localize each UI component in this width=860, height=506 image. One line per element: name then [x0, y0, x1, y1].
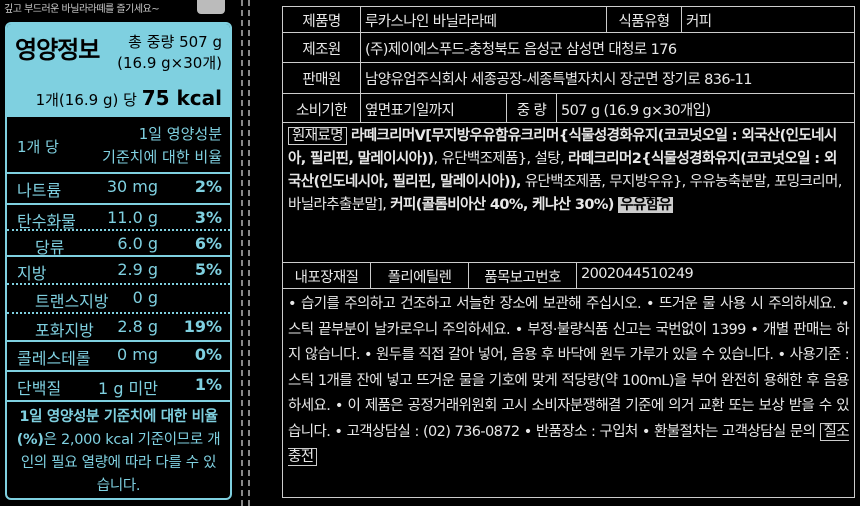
kcal: 75 kcal [141, 86, 222, 110]
maker: (주)제이에스푸드-충청북도 음성군 삼성면 대청로 176 [365, 42, 677, 58]
notes-text: • 습기를 주의하고 건조하고 서늘한 장소에 보관해 주십시오. • 뜨거운 … [288, 296, 850, 440]
nutrient-name: 트랜스지방 [35, 292, 109, 311]
notes: • 습기를 주의하고 건조하고 서늘한 장소에 보관해 주십시오. • 뜨거운 … [283, 289, 854, 474]
tagline: 깊고 부드러운 바닐라라떼를 즐기세요~ [4, 4, 160, 15]
nutrition-panel: 영양정보 총 중량 507 g (16.9 g×30개) 1개(16.9 g) … [5, 22, 232, 500]
row-packaging: 내포장재질 폴리에틸렌 품목보고번호 2002044510249 [283, 263, 854, 289]
ingredients-b: , 유단백조제품}, 설탕, [433, 151, 569, 167]
nutrient-percent: 19% [183, 317, 222, 336]
nutrient-value: 2.8 g [117, 317, 158, 336]
row-maker: 제조원 (주)제이에스푸드-충청북도 음성군 삼성면 대청로 176 [283, 33, 854, 63]
per-serving: 1개(16.9 g) 당 75 kcal [36, 86, 222, 110]
nutrition-column-header: 1개 당 1일 영양성분 기준치에 대한 비율 [7, 119, 230, 174]
nutrient-row: 단백질 1 g 미만 1% [7, 370, 230, 400]
nutrient-percent: 5% [194, 260, 222, 279]
footnote-rest: 은 2,000 kcal 기준이므로 개인의 필요 열량에 따라 다를 수 있습… [20, 432, 221, 494]
divider [241, 0, 243, 506]
seller: 남양유업주식회사 세종공장-세종특별자치시 장군면 장기로 836-11 [365, 72, 753, 88]
header-left: 1개 당 [17, 138, 59, 156]
ingredients: 원재료명 라떼크리머V[무지방우유함유크리머{식물성경화유지(코코넛오일 : 외국… [283, 123, 854, 263]
allergen-badge: 우유함유 [618, 197, 674, 213]
ingredients-c: 라떼크리머2{식물성경화유지(코코넛오일 : 외국산(인도네시아, 필리핀, 말… [288, 151, 837, 190]
nutrient-name: 지방 [17, 264, 47, 283]
nutrition-header: 영양정보 총 중량 507 g (16.9 g×30개) 1개(16.9 g) … [7, 24, 230, 117]
nutrient-row: 나트륨 30 mg 2% [7, 174, 230, 203]
nutrient-value: 11.0 g [107, 208, 158, 227]
nutrient-value: 1 g 미만 [98, 379, 158, 398]
nutrient-row: 지방 2.9 g 5% [7, 255, 230, 283]
product-name: 루카스나인 바닐라라떼 [361, 7, 607, 32]
nutrient-row: 트랜스지방 0 g [7, 283, 230, 312]
ingredients-label: 원재료명 [288, 127, 347, 145]
nutrient-percent: 6% [194, 234, 222, 253]
nutrient-percent: 1% [194, 375, 222, 394]
nutrition-footnote: 1일 영양성분 기준치에 대한 비율(%)은 2,000 kcal 기준이므로 … [7, 400, 230, 498]
weight: 507 g (16.9 g×30개입) [561, 103, 711, 119]
maker-label: 제조원 [283, 33, 361, 62]
per-serving-label: 1개(16.9 g) 당 [35, 91, 137, 109]
food-type: 커피 [686, 14, 712, 30]
nitrogen-badge: 질소충전 [288, 422, 850, 466]
cup-graphic [197, 0, 225, 14]
row-seller: 판매원 남양유업주식회사 세종공장-세종특별자치시 장군면 장기로 836-11 [283, 63, 854, 94]
expiry-label: 소비기한 [283, 94, 361, 122]
nutrient-row: 콜레스테롤 0 mg 0% [7, 340, 230, 370]
nutrient-value: 30 mg [106, 177, 158, 196]
product-info-table: 제품명 루카스나인 바닐라라떼 식품유형 커피 제조원 (주)제이에스푸드-충청… [282, 6, 855, 498]
product-label: 제품명 [283, 7, 361, 32]
nutrient-value: 0 mg [116, 345, 158, 364]
nutrient-percent: 3% [194, 208, 222, 227]
nutrient-name: 나트륨 [17, 181, 62, 200]
nutrient-name: 당류 [35, 238, 65, 257]
packaging-label: 내포장재질 [283, 263, 371, 288]
total-weight: 총 중량 507 g (16.9 g×30개) [117, 32, 222, 74]
nutrient-percent: 2% [194, 177, 222, 196]
total-line1: 총 중량 507 g [128, 33, 222, 51]
header-right-1: 1일 영양성분 [138, 125, 222, 143]
packaging: 폴리에틸렌 [371, 263, 469, 288]
row-product: 제품명 루카스나인 바닐라라떼 식품유형 커피 [283, 7, 854, 33]
nutrient-row: 당류 6.0 g 6% [7, 229, 230, 257]
nutrient-percent: 0% [194, 345, 222, 364]
header-right: 1일 영양성분 기준치에 대한 비율 [102, 123, 222, 169]
expiry: 옆면표기일까지 [361, 94, 507, 122]
nutrient-name: 단백질 [17, 379, 62, 398]
report-number: 2002044510249 [581, 266, 694, 282]
seller-label: 판매원 [283, 63, 361, 93]
header-right-2: 기준치에 대한 비율 [102, 148, 222, 166]
type-label: 식품유형 [607, 7, 682, 32]
nutrient-value: 0 g [132, 288, 158, 307]
ingredients-d: 유단백조제품, 무지방우유}, 우유농축분말, 포밍크리머, 바닐라추출분말], [288, 174, 842, 213]
row-expiry: 소비기한 옆면표기일까지 중 량 507 g (16.9 g×30개입) [283, 94, 854, 123]
ingredients-a: 라떼크리머V[무지방우유함유크리머{식물성경화유지(코코넛오일 : 외국산(인도… [288, 128, 837, 167]
nutrition-title: 영양정보 [15, 36, 100, 64]
ingredients-e: 커피(콜롬비아산 40%, 케냐산 30%) [390, 197, 614, 213]
nutrient-name: 포화지방 [35, 321, 94, 340]
nutrient-value: 2.9 g [117, 260, 158, 279]
nutrient-name: 탄수화물 [17, 212, 76, 231]
report-label: 품목보고번호 [469, 263, 577, 288]
divider [248, 0, 250, 506]
weight-label: 중 량 [507, 94, 557, 122]
nutrient-value: 6.0 g [117, 234, 158, 253]
footnote-bold: 1일 영양성분 기준치에 대한 비율(%) [16, 409, 218, 448]
nutrient-name: 콜레스테롤 [17, 349, 91, 368]
total-line2: (16.9 g×30개) [117, 54, 222, 72]
nutrient-row: 포화지방 2.8 g 19% [7, 312, 230, 340]
nutrient-row: 탄수화물 11.0 g 3% [7, 203, 230, 231]
